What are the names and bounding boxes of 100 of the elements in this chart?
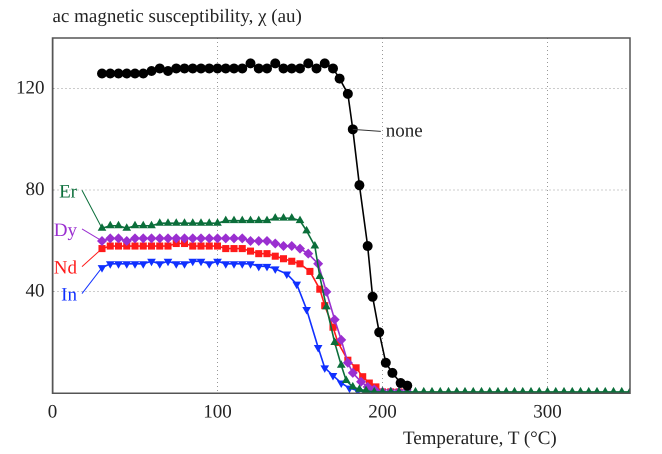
series-label: none	[386, 120, 423, 142]
point	[262, 236, 272, 246]
point	[295, 63, 305, 74]
point	[288, 258, 296, 265]
point	[171, 233, 182, 244]
point	[356, 376, 366, 387]
point	[114, 68, 124, 79]
point	[222, 245, 230, 252]
point	[204, 261, 214, 269]
point	[146, 233, 156, 244]
point	[204, 233, 214, 244]
point	[246, 58, 256, 68]
point	[172, 261, 181, 269]
point	[97, 68, 107, 79]
point	[270, 238, 280, 249]
point	[164, 242, 172, 250]
point	[130, 233, 140, 244]
point	[154, 233, 165, 244]
point	[138, 261, 148, 269]
point	[280, 255, 288, 262]
point	[348, 124, 358, 134]
point	[342, 88, 353, 99]
point	[180, 233, 190, 244]
point	[314, 345, 322, 353]
point	[163, 66, 173, 76]
point	[148, 242, 156, 250]
point	[263, 250, 271, 258]
point	[122, 261, 132, 269]
point	[237, 233, 248, 244]
point	[106, 261, 115, 269]
point	[206, 242, 213, 250]
point	[262, 63, 272, 74]
legend-label: Nd	[54, 258, 78, 279]
point	[302, 306, 311, 314]
point	[237, 63, 248, 74]
point	[387, 368, 398, 378]
y-tick-label: 40	[26, 280, 44, 302]
point	[295, 244, 305, 254]
point	[278, 241, 288, 252]
point	[286, 241, 297, 252]
point	[147, 258, 156, 266]
x-tick-label: 300	[533, 402, 562, 423]
point	[238, 245, 246, 252]
point	[189, 242, 196, 250]
point	[146, 66, 156, 76]
point	[180, 63, 190, 74]
point	[164, 258, 172, 266]
point	[312, 63, 322, 74]
point	[296, 260, 304, 268]
y-tick-label: 80	[26, 179, 44, 200]
point	[155, 261, 164, 269]
legend-label: Dy	[54, 220, 78, 241]
point	[402, 380, 412, 391]
point	[212, 233, 222, 244]
point	[328, 372, 338, 380]
point	[306, 268, 314, 275]
point	[278, 63, 288, 74]
point	[196, 63, 206, 74]
point	[254, 264, 264, 272]
point	[140, 242, 147, 250]
point	[270, 58, 280, 68]
point	[330, 314, 340, 325]
point	[255, 250, 262, 258]
point	[114, 233, 124, 244]
point	[374, 327, 384, 338]
point	[354, 180, 364, 190]
point	[197, 242, 205, 250]
point	[342, 358, 353, 368]
point	[334, 74, 345, 84]
point	[221, 261, 230, 269]
series-label: In	[61, 284, 78, 306]
point	[320, 365, 330, 373]
point	[114, 261, 123, 269]
point	[154, 63, 165, 74]
point	[212, 63, 222, 74]
point	[130, 68, 140, 79]
x-tick-label: 200	[368, 402, 397, 423]
point	[138, 68, 148, 79]
point	[246, 248, 254, 255]
point	[230, 261, 238, 269]
point	[122, 236, 132, 246]
point	[303, 248, 314, 259]
point	[105, 233, 116, 244]
point	[368, 292, 378, 302]
point	[292, 282, 302, 290]
point	[188, 258, 198, 266]
point	[362, 241, 373, 252]
point	[131, 242, 139, 250]
point	[230, 245, 238, 252]
x-axis-title: Temperature, T (°C)	[402, 428, 557, 449]
point	[156, 242, 164, 250]
point	[97, 236, 107, 246]
point	[246, 236, 256, 246]
point	[213, 258, 222, 266]
point	[229, 63, 239, 74]
x-tick-label: 0	[48, 402, 58, 423]
point	[380, 358, 391, 368]
point	[254, 236, 264, 246]
point	[303, 58, 314, 68]
point	[246, 261, 255, 269]
